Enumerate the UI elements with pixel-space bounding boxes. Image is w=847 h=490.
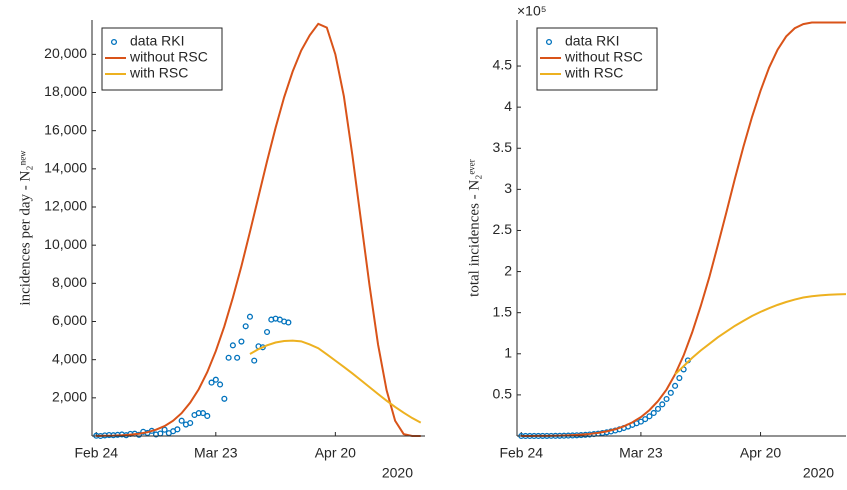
data-point bbox=[263, 328, 271, 336]
series-line bbox=[249, 339, 422, 424]
y-tick-label: 4 bbox=[504, 98, 512, 114]
data-point bbox=[650, 409, 657, 417]
x-tick-label: Apr 20 bbox=[315, 445, 356, 461]
y-tick-label: 2 bbox=[504, 262, 512, 278]
data-point bbox=[238, 338, 245, 345]
data-point bbox=[174, 426, 181, 433]
y-tick-label: 1 bbox=[504, 344, 512, 360]
y-exponent: ×10⁵ bbox=[517, 3, 547, 19]
data-point bbox=[251, 357, 258, 364]
legend-label: without RSC bbox=[129, 49, 208, 65]
data-point bbox=[208, 379, 215, 386]
data-point bbox=[199, 410, 207, 417]
legend-label: data RKI bbox=[565, 33, 619, 49]
legend-label: with RSC bbox=[564, 65, 623, 81]
y-tick-label: 4,000 bbox=[52, 350, 87, 366]
y-tick-label: 1.5 bbox=[493, 303, 513, 319]
y-tick-label: 8,000 bbox=[52, 274, 87, 290]
series-line bbox=[521, 21, 846, 437]
data-point bbox=[676, 374, 683, 382]
data-point bbox=[229, 342, 236, 349]
x-tick-label: Apr 20 bbox=[740, 445, 781, 461]
x-tick-label: Feb 24 bbox=[74, 445, 118, 461]
data-point bbox=[221, 395, 228, 402]
data-point bbox=[659, 401, 666, 408]
x-year-label: 2020 bbox=[382, 465, 413, 481]
y-tick-label: 14,000 bbox=[44, 160, 87, 176]
y-tick-label: 6,000 bbox=[52, 312, 87, 328]
y-tick-label: 4.5 bbox=[493, 57, 513, 73]
data-point bbox=[234, 354, 241, 361]
y-tick-label: 16,000 bbox=[44, 121, 87, 137]
y-axis-label: incidences per day - N₂ⁿᵉʷ bbox=[17, 150, 33, 306]
data-point bbox=[217, 381, 224, 388]
y-tick-label: 18,000 bbox=[44, 83, 87, 99]
x-tick-label: Feb 24 bbox=[499, 445, 543, 461]
x-year-label: 2020 bbox=[803, 465, 834, 481]
y-tick-label: 2.5 bbox=[493, 221, 513, 237]
x-tick-label: Mar 23 bbox=[619, 445, 663, 461]
legend-label: with RSC bbox=[129, 65, 188, 81]
data-point bbox=[161, 426, 168, 433]
y-tick-label: 12,000 bbox=[44, 198, 87, 214]
data-point bbox=[285, 319, 292, 326]
data-point bbox=[242, 323, 249, 330]
y-axis-label: total incidences - N₂ᵉᵛᵉʳ bbox=[466, 158, 482, 296]
data-point bbox=[178, 417, 185, 424]
legend-label: data RKI bbox=[130, 33, 184, 49]
data-point bbox=[654, 405, 662, 412]
data-point bbox=[187, 419, 194, 427]
y-tick-label: 3 bbox=[504, 180, 512, 196]
legend-marker bbox=[545, 38, 553, 46]
data-point bbox=[212, 376, 219, 383]
data-point bbox=[667, 389, 674, 396]
data-point bbox=[225, 354, 232, 361]
series-line bbox=[96, 22, 421, 437]
y-tick-label: 3.5 bbox=[493, 139, 513, 155]
data-point bbox=[642, 416, 649, 423]
data-point bbox=[672, 382, 679, 389]
data-point bbox=[663, 395, 670, 403]
y-tick-label: 2,000 bbox=[52, 389, 87, 405]
data-point bbox=[204, 412, 211, 420]
y-tick-label: 0.5 bbox=[493, 386, 513, 402]
data-point bbox=[637, 418, 644, 425]
y-tick-label: 20,000 bbox=[44, 45, 87, 61]
legend-label: without RSC bbox=[564, 49, 643, 65]
series-line bbox=[674, 293, 847, 376]
y-tick-label: 10,000 bbox=[44, 236, 87, 252]
data-point bbox=[246, 313, 254, 320]
legend-marker bbox=[110, 38, 118, 46]
x-tick-label: Mar 23 bbox=[194, 445, 238, 461]
data-point bbox=[646, 413, 653, 420]
